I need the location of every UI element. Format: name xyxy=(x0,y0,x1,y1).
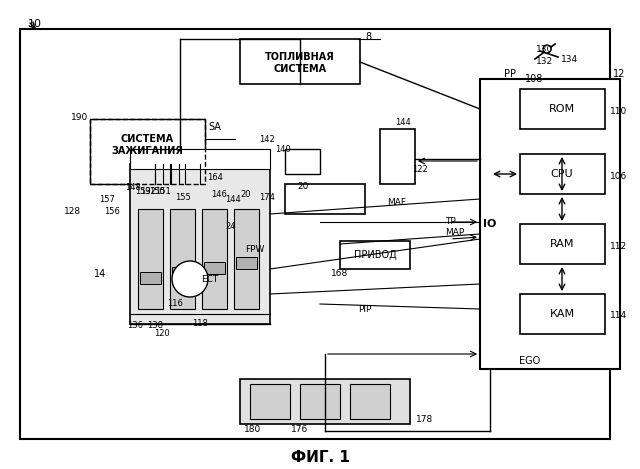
Text: 192: 192 xyxy=(140,187,156,196)
Circle shape xyxy=(543,45,551,53)
Text: СИСТЕМА: СИСТЕМА xyxy=(120,134,173,144)
Text: 20: 20 xyxy=(298,182,308,190)
Text: ФИГ. 1: ФИГ. 1 xyxy=(291,449,349,464)
Bar xyxy=(250,384,290,419)
Bar xyxy=(90,119,205,184)
Text: FPW: FPW xyxy=(245,244,265,254)
Text: PIP: PIP xyxy=(358,304,372,313)
Text: 144: 144 xyxy=(395,118,411,127)
Text: 156: 156 xyxy=(104,206,120,215)
Text: 151: 151 xyxy=(155,187,171,196)
Text: 148: 148 xyxy=(125,182,141,191)
Text: 144: 144 xyxy=(225,195,241,204)
Text: MAP: MAP xyxy=(445,227,465,236)
Bar xyxy=(380,129,415,184)
Bar xyxy=(520,224,605,264)
Text: 118: 118 xyxy=(192,319,208,328)
Text: 142: 142 xyxy=(259,135,275,144)
Text: ROM: ROM xyxy=(549,104,575,114)
Text: 110: 110 xyxy=(610,106,627,115)
Text: 128: 128 xyxy=(65,206,81,215)
Text: RAM: RAM xyxy=(550,239,574,249)
Text: EGO: EGO xyxy=(520,356,541,366)
Bar xyxy=(130,164,270,324)
Bar xyxy=(138,209,163,309)
Text: 12: 12 xyxy=(612,69,625,79)
Bar xyxy=(140,272,161,284)
Text: ПРИВОД: ПРИВОД xyxy=(354,250,396,260)
Text: 150: 150 xyxy=(149,187,165,196)
Bar xyxy=(285,184,365,214)
Text: 20: 20 xyxy=(241,189,252,198)
Text: 10: 10 xyxy=(28,19,42,29)
Text: КАМ: КАМ xyxy=(549,309,575,319)
Text: CPU: CPU xyxy=(550,169,573,179)
Text: 168: 168 xyxy=(332,270,349,279)
Text: 140: 140 xyxy=(275,144,291,153)
Text: 164: 164 xyxy=(207,173,223,182)
Bar xyxy=(300,384,340,419)
Text: 24: 24 xyxy=(226,221,236,230)
Text: TP: TP xyxy=(445,217,456,226)
Text: СИСТЕМА: СИСТЕМА xyxy=(273,64,326,74)
Text: 132: 132 xyxy=(536,56,554,66)
Text: ЗАЖИГАНИЯ: ЗАЖИГАНИЯ xyxy=(111,146,183,156)
Bar xyxy=(75,54,460,349)
Bar xyxy=(236,257,257,269)
Bar xyxy=(350,384,390,419)
Text: 134: 134 xyxy=(561,54,579,63)
Text: 136: 136 xyxy=(127,322,143,331)
Bar xyxy=(240,379,410,424)
Text: 114: 114 xyxy=(610,311,627,320)
Text: 112: 112 xyxy=(610,242,627,250)
Bar xyxy=(90,119,205,184)
Text: 138: 138 xyxy=(147,322,163,331)
Text: 116: 116 xyxy=(167,300,183,309)
Text: 180: 180 xyxy=(244,424,262,433)
Text: 174: 174 xyxy=(259,192,275,202)
Bar xyxy=(170,209,195,309)
Text: 122: 122 xyxy=(412,165,428,174)
Text: 120: 120 xyxy=(154,330,170,339)
Text: MAF: MAF xyxy=(387,197,406,206)
Text: 130: 130 xyxy=(536,45,554,53)
Text: SA: SA xyxy=(209,122,221,132)
Text: 190: 190 xyxy=(71,113,88,121)
Text: 146: 146 xyxy=(211,189,227,198)
Text: PP: PP xyxy=(504,69,516,79)
Text: 14: 14 xyxy=(94,269,106,279)
Bar xyxy=(20,29,610,439)
Bar xyxy=(202,209,227,309)
Bar xyxy=(340,241,410,269)
Text: 178: 178 xyxy=(417,415,434,424)
Bar xyxy=(480,79,620,369)
Text: ECT: ECT xyxy=(202,274,219,283)
Bar xyxy=(130,149,270,169)
Bar xyxy=(172,267,193,279)
Text: 106: 106 xyxy=(610,172,627,181)
Text: IO: IO xyxy=(483,219,497,229)
Bar xyxy=(520,89,605,129)
Text: 8: 8 xyxy=(365,32,371,42)
Bar xyxy=(520,294,605,334)
Bar xyxy=(204,262,225,274)
Bar xyxy=(55,139,305,339)
Circle shape xyxy=(172,261,208,297)
Text: 153: 153 xyxy=(135,187,151,196)
Bar xyxy=(240,39,360,84)
Bar xyxy=(520,154,605,194)
Bar xyxy=(234,209,259,309)
Text: 155: 155 xyxy=(175,192,191,202)
Text: 157: 157 xyxy=(99,195,115,204)
Text: 176: 176 xyxy=(291,424,308,433)
Text: 108: 108 xyxy=(525,74,543,84)
Bar xyxy=(285,149,320,174)
Text: ТОПЛИВНАЯ: ТОПЛИВНАЯ xyxy=(265,52,335,62)
